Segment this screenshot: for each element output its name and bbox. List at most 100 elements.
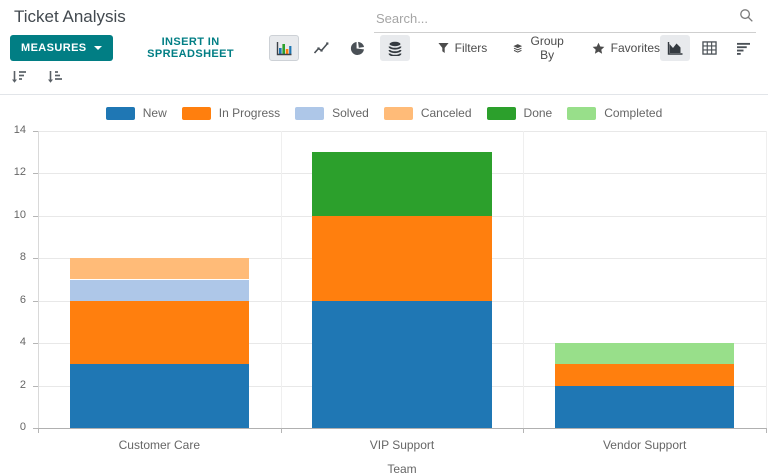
measures-button[interactable]: MEASURES — [10, 35, 113, 61]
y-tick-mark — [33, 131, 38, 132]
y-tick-mark — [33, 215, 38, 217]
favorites-button[interactable]: Favorites — [592, 41, 660, 55]
legend-label: New — [142, 106, 167, 120]
bar-segment-done[interactable] — [312, 152, 492, 216]
legend-swatch — [567, 106, 597, 120]
filter-icon — [438, 42, 449, 54]
bar-chart-icon — [276, 41, 292, 55]
legend-item[interactable]: Completed — [567, 106, 662, 120]
x-axis-title: Team — [387, 462, 417, 474]
sort-descending-button[interactable] — [6, 66, 32, 88]
top-bar: Ticket Analysis — [0, 0, 768, 33]
x-gridline — [523, 131, 525, 428]
y-tick-mark — [33, 300, 38, 302]
y-tick-mark — [33, 343, 38, 345]
control-panel: MEASURES INSERT IN SPREADSHEET — [0, 30, 768, 64]
bar-segment-new[interactable] — [312, 300, 492, 428]
x-tick-mark — [38, 428, 39, 433]
search-icon[interactable] — [739, 8, 754, 28]
y-tick-label: 6 — [19, 293, 26, 306]
bar-segment-solved[interactable] — [69, 279, 250, 301]
x-category-label: Customer Care — [118, 438, 200, 452]
measures-label: MEASURES — [21, 42, 87, 54]
pivot-view-button[interactable] — [694, 35, 724, 61]
bar-segment-new[interactable] — [69, 364, 250, 428]
stacked-icon — [388, 41, 402, 56]
insert-in-spreadsheet-button[interactable]: INSERT IN SPREADSHEET — [129, 36, 253, 60]
legend-label: In Progress — [218, 106, 281, 120]
legend-label: Canceled — [420, 106, 472, 120]
legend-label: Solved — [332, 106, 369, 120]
x-tick-mark — [280, 428, 282, 433]
y-tick-mark — [33, 173, 38, 175]
bar-segment-in-progress[interactable] — [554, 364, 735, 386]
legend-swatch — [383, 106, 413, 120]
search-box[interactable] — [374, 8, 756, 33]
sort-amount-asc-icon — [48, 71, 62, 83]
x-gridline — [38, 131, 39, 428]
y-tick-mark — [33, 385, 38, 387]
y-tick-mark — [33, 428, 38, 429]
view-switcher — [660, 35, 758, 61]
graph-view-button[interactable] — [660, 35, 690, 61]
y-tick-label: 0 — [19, 421, 26, 433]
group-by-button[interactable]: Group By — [513, 34, 565, 62]
area-chart-icon — [667, 42, 683, 55]
legend-swatch — [295, 106, 325, 120]
search-input[interactable] — [376, 10, 739, 26]
sort-ascending-button[interactable] — [42, 66, 68, 88]
legend-item[interactable]: Solved — [295, 106, 369, 120]
y-tick-label: 12 — [13, 166, 26, 179]
filters-button[interactable]: Filters — [438, 41, 488, 55]
stacked-bar-chart: 0 2 4 6 8 10 12 14 Customer Care VIP Support Vendo… — [0, 123, 768, 474]
legend-swatch — [181, 106, 211, 120]
legend-item[interactable]: Canceled — [383, 106, 472, 120]
y-gridline — [38, 428, 766, 429]
x-gridline — [280, 131, 282, 428]
x-category-label: VIP Support — [369, 438, 435, 452]
legend-item[interactable]: In Progress — [181, 106, 281, 120]
layers-icon — [513, 43, 523, 53]
star-icon — [592, 42, 604, 54]
stacked-toggle-button[interactable] — [379, 35, 410, 61]
legend-swatch — [105, 106, 135, 120]
legend-swatch — [486, 106, 516, 120]
favorites-label: Favorites — [610, 41, 660, 55]
y-tick-mark — [33, 258, 38, 260]
chart-type-group — [268, 35, 410, 61]
x-tick-mark — [766, 428, 767, 433]
list-icon — [736, 42, 750, 55]
bar-segment-canceled[interactable] — [69, 258, 250, 280]
x-category-label: Vendor Support — [602, 438, 687, 452]
x-gridline — [766, 131, 767, 428]
list-view-button[interactable] — [728, 35, 758, 61]
x-tick-mark — [523, 428, 525, 433]
legend-label: Completed — [604, 106, 663, 120]
pie-chart-button[interactable] — [343, 35, 373, 61]
search-options: Filters Group By Favorites — [438, 34, 660, 62]
bar-segment-completed[interactable] — [554, 343, 735, 365]
legend-item[interactable]: Done — [486, 106, 553, 120]
legend-label: Done — [523, 106, 553, 120]
y-tick-label: 2 — [19, 378, 26, 391]
line-chart-icon — [313, 41, 329, 54]
sort-bar — [0, 64, 768, 94]
page-title: Ticket Analysis — [14, 7, 126, 26]
chevron-down-icon — [93, 46, 102, 50]
y-tick-label: 10 — [13, 208, 26, 221]
legend-item[interactable]: New — [105, 106, 167, 120]
bar-segment-in-progress[interactable] — [69, 300, 250, 365]
bar-segment-in-progress[interactable] — [312, 215, 492, 301]
y-gridline — [38, 131, 766, 132]
sort-amount-desc-icon — [12, 71, 26, 83]
chart-legend: New In Progress Solved Canceled Done Complete… — [0, 95, 768, 123]
filters-label: Filters — [454, 41, 488, 55]
bar-segment-new[interactable] — [554, 385, 735, 428]
y-tick-label: 14 — [13, 124, 26, 136]
pie-chart-icon — [351, 41, 365, 55]
y-tick-label: 4 — [19, 336, 26, 349]
group-by-label: Group By — [530, 34, 564, 62]
bar-chart-button[interactable] — [268, 35, 299, 61]
pivot-table-icon — [701, 41, 717, 55]
line-chart-button[interactable] — [306, 35, 336, 61]
